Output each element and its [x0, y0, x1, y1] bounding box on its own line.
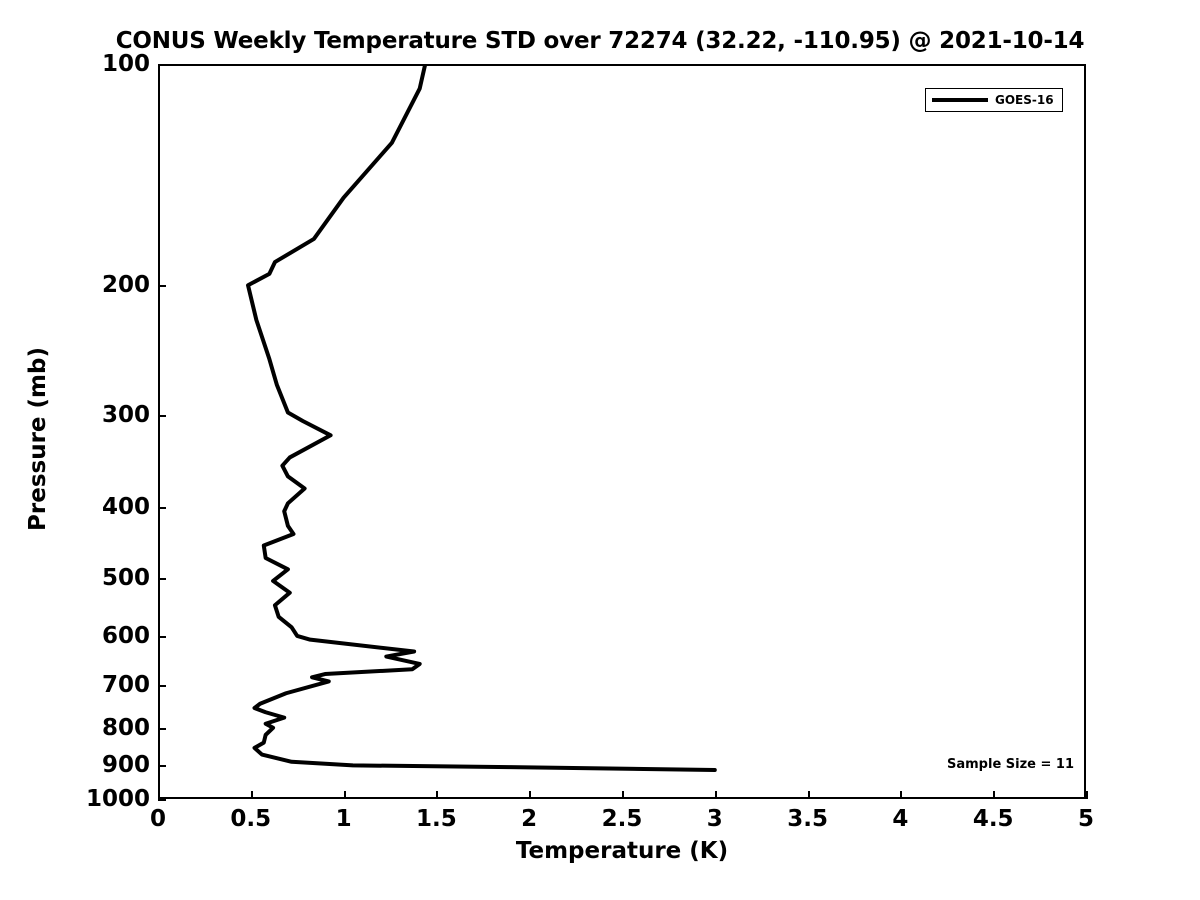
x-tick-label-4.5: 4.5 [972, 806, 1014, 832]
x-tick-2.5 [622, 791, 624, 799]
y-tick-200 [158, 285, 166, 288]
y-tick-label-100: 100 [101, 51, 150, 77]
y-tick-label-200: 200 [101, 272, 150, 299]
x-tick-1 [343, 791, 346, 799]
x-tick-1.5 [436, 791, 439, 799]
y-tick-label-800: 800 [101, 714, 150, 741]
y-tick-label-600: 600 [101, 622, 150, 649]
series-line-goes-16 [246, 64, 717, 772]
x-tick-label-1: 1 [335, 806, 352, 832]
data-curve-goes-16 [246, 64, 717, 772]
y-tick-500 [158, 577, 166, 580]
x-tick-label-0.5: 0.5 [230, 806, 272, 832]
y-tick-label-400: 400 [101, 493, 150, 520]
x-tick-3 [714, 791, 717, 799]
y-axis-label: Pressure (mb) [25, 347, 51, 531]
y-tick-700 [158, 685, 166, 688]
x-tick-label-2.5: 2.5 [601, 806, 643, 832]
y-tick-label-700: 700 [101, 672, 150, 699]
y-tick-100 [158, 64, 166, 66]
x-tick-0 [158, 791, 160, 799]
y-tick-600 [158, 635, 166, 638]
x-tick-0.5 [250, 791, 253, 799]
legend-item-label: GOES-16 [995, 93, 1054, 107]
y-tick-label-1000: 1000 [85, 786, 150, 812]
y-tick-900 [158, 765, 166, 768]
y-tick-label-500: 500 [101, 564, 150, 591]
y-tick-1000 [158, 799, 166, 801]
legend: GOES-16 [925, 88, 1063, 112]
x-tick-3.5 [807, 791, 810, 799]
x-tick-2 [529, 791, 532, 799]
sample-size-annotation: Sample Size = 11 [947, 757, 1075, 772]
x-tick-label-2: 2 [521, 806, 538, 832]
y-tick-label-300: 300 [101, 401, 150, 428]
page-title: CONUS Weekly Temperature STD over 72274 … [115, 28, 1085, 54]
y-tick-300 [158, 414, 166, 417]
x-tick-4.5 [993, 791, 996, 799]
x-axis-label: Temperature (K) [515, 838, 729, 864]
y-tick-400 [158, 506, 166, 509]
x-tick-label-4: 4 [892, 806, 909, 832]
x-tick-label-3.5: 3.5 [787, 806, 828, 832]
x-tick-label-3: 3 [706, 806, 723, 832]
x-tick-label-1.5: 1.5 [416, 806, 457, 832]
legend-line-swatch [932, 98, 988, 102]
y-tick-label-900: 900 [101, 752, 150, 779]
x-tick-4 [900, 791, 903, 799]
x-tick-label-0: 0 [149, 806, 167, 832]
y-tick-800 [158, 727, 166, 730]
x-tick-5 [1086, 791, 1088, 799]
plot-axes [158, 64, 1088, 801]
x-tick-label-5: 5 [1077, 806, 1095, 832]
